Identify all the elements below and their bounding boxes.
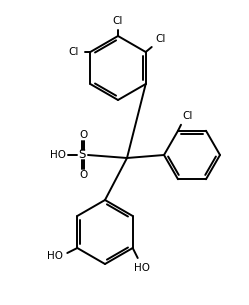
Text: S: S: [78, 149, 86, 162]
Text: O: O: [79, 170, 87, 180]
Text: O: O: [79, 130, 87, 140]
Text: HO: HO: [47, 251, 63, 261]
Text: Cl: Cl: [113, 16, 123, 26]
Text: Cl: Cl: [68, 47, 78, 57]
Text: Cl: Cl: [156, 34, 166, 44]
Text: HO: HO: [50, 150, 66, 160]
Text: HO: HO: [134, 263, 150, 273]
Text: Cl: Cl: [183, 111, 193, 121]
